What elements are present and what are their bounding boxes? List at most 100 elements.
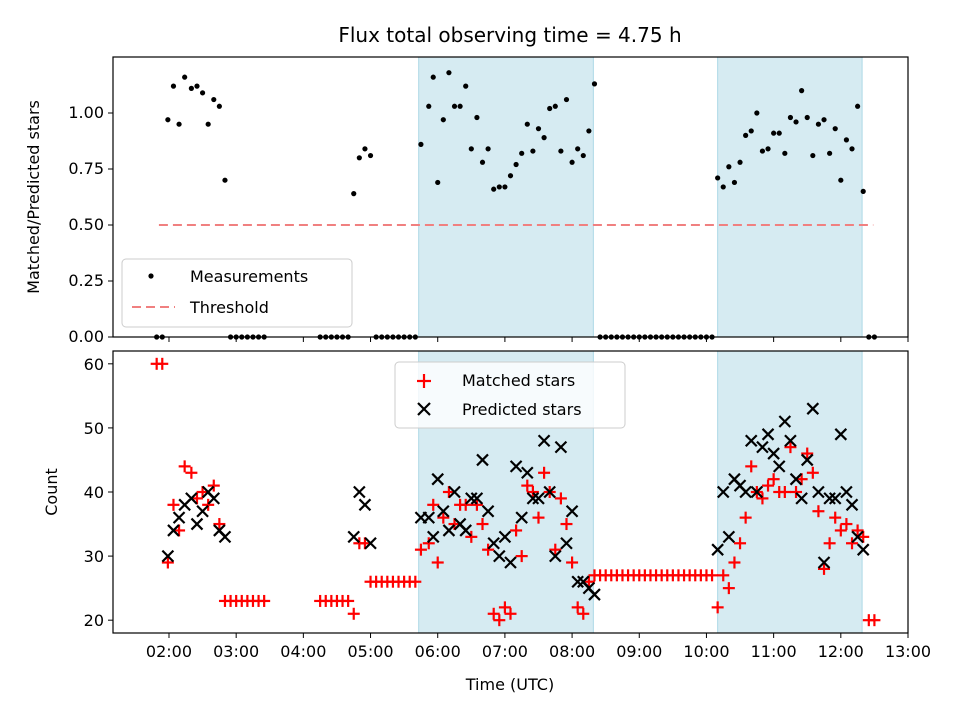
predicted-star-point [437,504,450,518]
matched-star-point [347,607,360,620]
measurement-point [176,121,182,127]
predicted-star-mark [845,498,859,512]
measurement-point [491,186,497,192]
predicted-star-point [509,460,523,473]
predicted-star-mark [549,549,562,563]
predicted-star-point [806,402,820,415]
y-tick-label: 20 [84,611,104,630]
predicted-star-point [549,549,562,563]
measurement-point [787,114,794,121]
matched-star-point [510,524,523,537]
measurement-point [793,119,799,125]
bottom-legend-box [394,361,626,429]
matched-star-point [560,518,573,531]
matched-star-point [493,614,506,627]
predicted-star-mark [504,556,517,569]
matched-star-point [801,447,814,460]
top-panel: 0.00 0.25 0.50 0.75 1.00 Matched/Predicted s… [24,56,909,346]
measurement-point [838,177,844,183]
measurement-point [351,191,357,197]
measurement-point [776,130,782,136]
observing-span [717,56,863,338]
matched-star-point [482,543,495,556]
measurement-point [496,184,502,190]
predicted-star-point [856,543,870,556]
predicted-star-mark [431,472,444,486]
measurement-point [731,179,738,186]
predicted-star-point [431,472,444,486]
predicted-star-mark [733,479,747,492]
measurement-point [440,117,446,123]
predicted-star-mark [526,492,540,505]
predicted-star-mark [767,447,780,460]
matched-star-point [566,556,579,569]
legend-threshold-label: Threshold [189,298,269,317]
predicted-star-point [172,511,186,524]
predicted-star-mark [795,492,808,505]
matched-star-point [857,530,870,543]
predicted-star-point [789,472,803,486]
x-tick-label: 05:00 [347,642,393,661]
matched-star-point [470,498,483,511]
predicted-star-mark [784,434,797,448]
measurement-point [530,148,536,154]
x-tick-label: 12:00 [818,642,864,661]
measurement-point [759,148,766,154]
predicted-star-point [750,485,764,499]
measurement-point [855,103,861,109]
predicted-star-point [515,511,528,524]
measurement-point [502,184,508,190]
measurement-point [827,150,833,156]
predicted-star-mark [806,402,820,415]
predicted-star-point [845,498,859,512]
matched-star-point [167,498,180,511]
predicted-star-mark [364,536,377,550]
matched-star-point [409,575,422,588]
measurement-point [418,141,424,147]
matched-star-point [767,473,780,486]
predicted-star-point [465,492,478,505]
matched-star-point [190,492,203,505]
x-tick-label: 09:00 [616,642,662,661]
measurement-point [832,126,838,132]
predicted-star-mark [493,549,506,563]
predicted-star-mark [722,530,736,544]
measurement-point [821,117,827,123]
matched-star-point [526,486,539,498]
predicted-star-mark [459,524,472,537]
predicted-star-mark [761,428,775,441]
matched-star-point [846,537,859,550]
predicted-star-point [426,530,440,544]
matched-star-point [515,550,528,563]
matched-star-point [840,518,853,531]
measurement-point [563,96,570,103]
predicted-star-point [353,485,366,499]
y-tick-label: 1.00 [68,103,104,122]
predicted-star-point [161,549,175,563]
predicted-star-point [167,524,180,537]
measurement-point [451,103,458,109]
measurement-point [194,83,200,89]
predicted-star-point [504,556,517,569]
x-tick-label: 08:00 [549,642,595,661]
predicted-star-point [470,492,484,505]
predicted-star-point [442,524,456,537]
predicted-star-point [493,549,506,563]
matched-star-point [829,511,842,524]
predicted-star-mark [476,453,489,467]
matched-star-point [538,466,551,479]
predicted-star-mark [347,530,361,544]
predicted-star-mark [353,485,366,499]
predicted-star-point [190,517,204,531]
matched-star-point [722,582,735,595]
predicted-star-mark [851,530,864,544]
measurement-point [849,146,855,152]
matched-star-point [185,466,198,479]
predicted-star-mark [756,440,769,454]
predicted-star-mark [588,588,601,601]
predicted-star-mark [509,460,523,473]
measurement-point [367,152,374,159]
matched-star-point [790,486,803,498]
predicted-star-mark [554,440,568,454]
x-tick-label: 02:00 [146,642,192,661]
